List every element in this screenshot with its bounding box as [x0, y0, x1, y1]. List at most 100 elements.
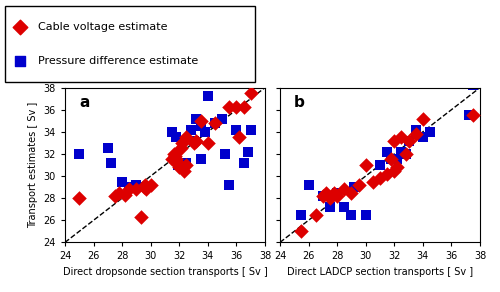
Point — [176, 146, 184, 151]
Point — [340, 205, 348, 209]
Point — [398, 135, 406, 140]
Point — [246, 127, 254, 132]
Point — [190, 138, 198, 143]
Point — [118, 179, 126, 184]
Point — [170, 152, 177, 156]
Point — [319, 194, 327, 198]
Point — [174, 160, 182, 165]
Point — [178, 163, 186, 167]
Point — [326, 196, 334, 201]
Point — [298, 229, 306, 234]
Point — [141, 182, 149, 187]
Point — [298, 212, 306, 217]
Point — [412, 132, 420, 136]
Point — [146, 182, 154, 187]
Point — [196, 157, 204, 162]
Point — [426, 129, 434, 134]
Point — [390, 157, 398, 162]
Point — [236, 135, 244, 140]
Point — [196, 119, 204, 123]
Text: b: b — [294, 95, 305, 110]
Point — [464, 113, 472, 118]
Point — [330, 190, 338, 195]
Point — [186, 127, 194, 132]
Point — [402, 152, 409, 156]
Y-axis label: Transport estimates [ Sv ]: Transport estimates [ Sv ] — [28, 102, 38, 228]
Point — [140, 185, 147, 190]
Point — [412, 127, 420, 132]
Text: Cable voltage estimate: Cable voltage estimate — [38, 22, 167, 32]
Point — [362, 212, 370, 217]
Point — [388, 157, 396, 162]
Point — [348, 190, 356, 195]
Point — [419, 135, 427, 140]
Point — [404, 138, 412, 143]
Point — [176, 160, 184, 165]
Point — [190, 140, 198, 145]
Point — [383, 150, 391, 154]
Point — [196, 124, 204, 129]
Point — [178, 140, 186, 145]
Point — [322, 190, 330, 195]
Point — [469, 113, 477, 118]
Point — [136, 215, 144, 219]
Point — [132, 182, 140, 187]
Point — [182, 160, 190, 165]
Point — [76, 196, 84, 201]
Text: Pressure difference estimate: Pressure difference estimate — [38, 55, 198, 65]
X-axis label: Direct dropsonde section transports [ Sv ]: Direct dropsonde section transports [ Sv… — [62, 267, 268, 277]
Point — [218, 116, 226, 121]
Point — [404, 138, 412, 143]
Point — [168, 157, 176, 162]
Point — [172, 157, 180, 162]
Point — [390, 168, 398, 173]
Point — [204, 140, 212, 145]
Point — [132, 187, 140, 192]
Point — [172, 135, 180, 140]
Point — [221, 152, 229, 156]
Point — [204, 94, 212, 99]
Point — [168, 129, 176, 134]
Point — [390, 138, 398, 143]
X-axis label: Direct LADCP section transports [ Sv ]: Direct LADCP section transports [ Sv ] — [287, 267, 473, 277]
Point — [388, 157, 396, 162]
Point — [180, 168, 188, 173]
Point — [348, 212, 356, 217]
Point — [106, 160, 114, 165]
Point — [211, 121, 219, 125]
Point — [333, 194, 341, 198]
Point — [201, 129, 209, 134]
Point — [142, 187, 150, 192]
Point — [176, 165, 184, 170]
Point — [232, 105, 240, 110]
Point — [226, 105, 234, 110]
Point — [240, 105, 248, 110]
Point — [121, 192, 129, 197]
Point — [192, 138, 200, 143]
FancyBboxPatch shape — [5, 6, 255, 82]
Point — [369, 179, 377, 184]
Point — [312, 212, 320, 217]
Point — [126, 185, 134, 190]
Point — [116, 190, 124, 195]
Point — [174, 163, 182, 167]
Point — [350, 185, 358, 190]
Point — [376, 163, 384, 167]
Point — [319, 194, 327, 198]
Point — [244, 150, 252, 154]
Point — [192, 116, 200, 121]
Point — [469, 83, 477, 88]
Point — [126, 187, 134, 192]
Point — [398, 150, 406, 154]
Point — [419, 116, 427, 121]
Point — [182, 135, 190, 140]
Point — [232, 127, 240, 132]
Point — [376, 176, 384, 180]
Point — [211, 121, 219, 125]
Point — [402, 152, 409, 156]
Point — [333, 190, 341, 195]
Point — [304, 182, 312, 187]
Point — [362, 163, 370, 167]
Point — [182, 163, 190, 167]
Text: a: a — [79, 95, 90, 110]
